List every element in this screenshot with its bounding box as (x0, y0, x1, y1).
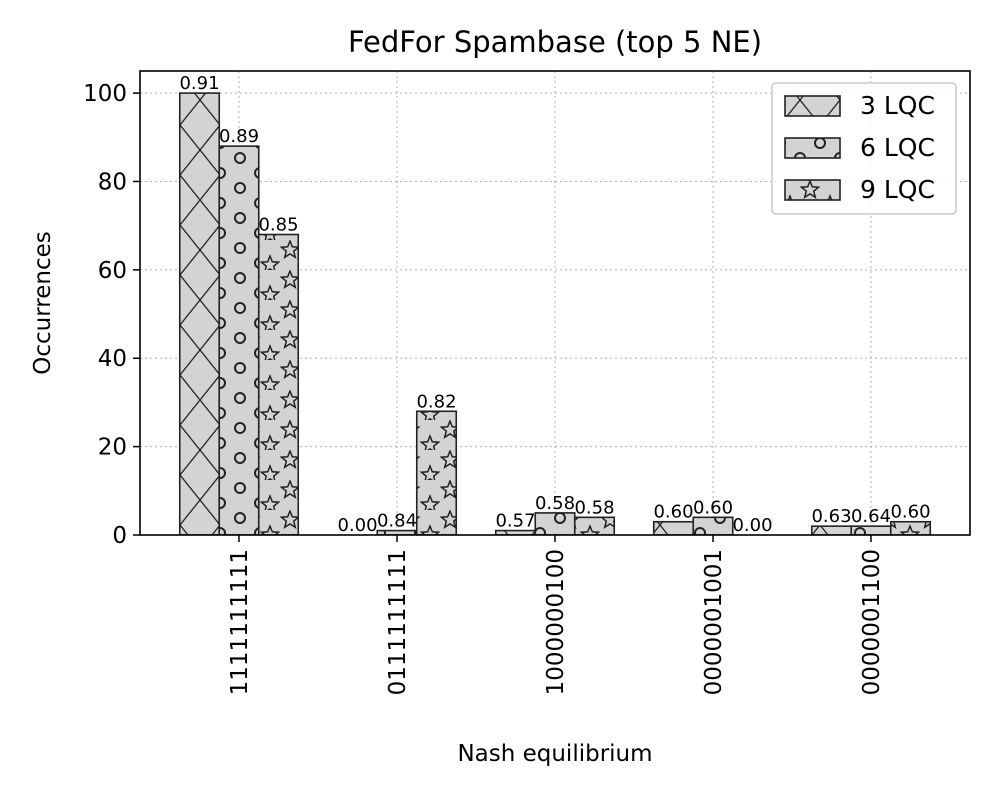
bar-value-label: 0.63 (811, 506, 851, 527)
legend-entry: 9 LQC (784, 175, 935, 204)
bar-6-lqc (692, 516, 734, 535)
bar-value-label: 0.57 (495, 511, 535, 532)
y-tick-label: 0 (112, 523, 127, 549)
bar-9-lqc (257, 233, 300, 535)
bar-value-label: 0.82 (416, 391, 456, 412)
legend: 3 LQC 6 LQC 9 LQC (771, 82, 957, 215)
bar-value-label: 0.58 (535, 493, 575, 514)
bar-value-label: 0.00 (337, 515, 377, 536)
chart-title: FedFor Spambase (top 5 NE) (348, 25, 762, 59)
bar-value-label: 0.58 (574, 497, 614, 518)
bar-value-label: 0.91 (179, 73, 219, 94)
x-axis-ticks: 1111111111 0111111111 1000000100 0000001001… (227, 535, 885, 695)
x-tick-label: 0000001001 (701, 549, 727, 695)
legend-swatch (784, 95, 841, 117)
y-axis-label: Occurrences (30, 231, 56, 374)
legend-label: 3 LQC (860, 91, 935, 120)
bar-3-lqc (652, 520, 695, 535)
bar-value-label: 0.89 (219, 126, 259, 147)
x-tick-label: 1111111111 (227, 549, 253, 695)
y-tick-label: 100 (83, 81, 127, 107)
bar-6-lqc (850, 525, 892, 535)
y-tick-label: 40 (98, 346, 127, 372)
bar-9-lqc (573, 516, 616, 535)
legend-label: 9 LQC (860, 175, 935, 204)
x-tick-label: 0111111111 (385, 549, 411, 695)
legend-swatch (784, 179, 841, 201)
legend-entry: 6 LQC (784, 133, 935, 162)
bar-6-lqc (218, 145, 260, 535)
x-axis-label: Nash equilibrium (457, 741, 652, 767)
legend-entry: 3 LQC (784, 91, 935, 120)
bar-value-label: 0.60 (653, 502, 693, 523)
x-tick-label: 1000000100 (543, 549, 569, 695)
bar-value-label: 0.00 (732, 515, 772, 536)
bar-3-lqc (810, 525, 853, 535)
bar-3-lqc (178, 92, 221, 535)
bar-value-label: 0.60 (890, 502, 930, 523)
y-tick-label: 80 (98, 169, 127, 195)
legend-label: 6 LQC (860, 133, 935, 162)
bar-9-lqc (415, 410, 458, 535)
bar-value-labels: 0.910.00 0.57 0.60 0.630.890.840.58 0.60 0.64… (179, 73, 930, 536)
bar-value-label: 0.60 (693, 497, 733, 518)
bar-6-lqc (534, 512, 576, 535)
y-tick-label: 60 (98, 258, 127, 284)
y-axis-ticks: 0 20 40 60 80 100 (83, 81, 140, 549)
y-tick-label: 20 (98, 435, 127, 461)
legend-swatch (784, 137, 841, 159)
bar-9-lqc (889, 520, 932, 535)
x-tick-label: 0000001100 (859, 549, 885, 695)
bar-value-label: 0.85 (258, 215, 298, 236)
bar-value-label: 0.84 (377, 511, 417, 532)
bar-value-label: 0.64 (851, 506, 891, 527)
